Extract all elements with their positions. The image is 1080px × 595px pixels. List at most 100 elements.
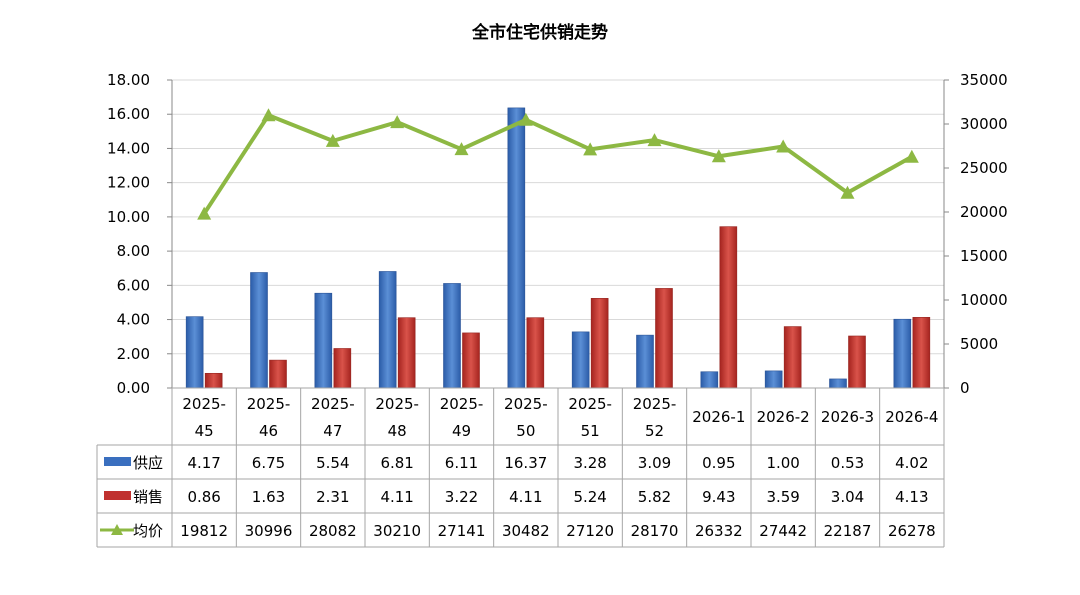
sales-bar [719,226,738,389]
category-label: 2025- 50 [504,395,548,440]
supply-bar [250,272,268,389]
sales-bar [397,317,416,389]
table-cell: 30482 [502,522,550,540]
sales-legend-key [104,491,131,500]
supply-legend-key [104,457,131,466]
table-cell: 5.82 [638,488,671,506]
table-cell: 3.59 [766,488,799,506]
table-cell: 0.86 [187,488,220,506]
price-point [390,115,405,129]
table-cell: 4.02 [895,454,928,472]
sales-bar [590,298,609,389]
category-label-line: 2025- [375,395,419,413]
left-tick-label: 10.00 [107,208,150,226]
table-cell: 4.17 [187,454,220,472]
category-label-line: 51 [581,422,600,440]
table-cell: 26278 [888,522,936,540]
right-tick-label: 10000 [960,291,1008,309]
table-cell: 1.00 [766,454,799,472]
table-cell: 19812 [180,522,228,540]
table-cell: 4.11 [509,488,542,506]
category-label-line: 50 [516,422,535,440]
table-cell: 3.09 [638,454,671,472]
sales-bar [848,335,866,389]
table-cell: 27120 [566,522,614,540]
left-tick-label: 0.00 [117,379,150,397]
category-label: 2025- 48 [375,395,419,440]
price-point [518,112,533,126]
table-cell: 26332 [695,522,743,540]
table-cell: 1.63 [252,488,285,506]
table-cell: 30210 [373,522,421,540]
price-line [197,108,919,220]
table-cell: 30996 [245,522,293,540]
price-point [647,133,662,147]
category-label-line: 2025- [633,395,677,413]
table-cell: 9.43 [702,488,735,506]
price-point [583,142,598,156]
supply-bar [700,371,719,389]
left-tick-label: 6.00 [117,276,150,294]
table-cell: 28170 [631,522,679,540]
price-point [904,149,919,163]
sales-bar [655,288,673,389]
category-label-line: 2025- [568,395,612,413]
table-cell: 16.37 [504,454,547,472]
row-label: 均价 [133,522,163,540]
row-label: 供应 [133,454,163,472]
category-label: 2026-2 [757,408,810,426]
category-label: 2025- 51 [568,395,612,440]
sales-bar [333,348,352,389]
right-tick-label: 15000 [960,247,1008,265]
sales-bar [526,317,545,389]
category-label: 2026-4 [885,408,938,426]
table-cell: 0.53 [831,454,864,472]
category-label: 2026-3 [821,408,874,426]
price-point [711,149,726,163]
supply-bar [314,292,333,389]
row-label: 销售 [133,488,163,506]
price-point [197,206,212,220]
table-cell: 4.13 [895,488,928,506]
supply-bar [507,107,526,389]
left-tick-label: 12.00 [107,174,150,192]
data-table: 2025-452025-462025-472025-482025-492025-… [96,387,945,548]
table-cell: 2.31 [316,488,349,506]
price-point [261,108,276,122]
table-cell: 22187 [824,522,872,540]
sales-bar [462,332,480,389]
supply-bar [378,271,397,389]
category-label-line: 45 [195,422,214,440]
category-label-line: 2025- [311,395,355,413]
sales-bar [783,326,802,389]
supply-bar [443,283,461,389]
bars [185,107,931,389]
category-label-line: 2025- [504,395,548,413]
supply-bar [764,370,783,389]
category-label-line: 48 [388,422,407,440]
table-cell: 3.22 [445,488,478,506]
supply-bar [636,334,654,389]
category-label-line: 2025- [440,395,484,413]
left-tick-label: 18.00 [107,71,150,89]
table-cell: 5.24 [573,488,606,506]
right-tick-label: 20000 [960,203,1008,221]
price-point [840,185,855,199]
right-tick-label: 30000 [960,115,1008,133]
price-point [776,139,791,153]
left-tick-label: 16.00 [107,105,150,123]
category-label-line: 2025- [182,395,226,413]
axes: 0.00 2.00 4.00 6.00 8.00 10.00 12.00 14.00 16.00… [107,71,1008,397]
left-tick-label: 8.00 [117,242,150,260]
table-cell: 3.28 [573,454,606,472]
sales-bar [204,372,223,389]
category-label: 2025- 45 [182,395,226,440]
table-cell: 4.11 [380,488,413,506]
table-cell: 27141 [438,522,486,540]
category-label: 2025- 46 [247,395,291,440]
category-label: 2026-1 [692,408,745,426]
right-tick-label: 5000 [960,335,998,353]
price-series-line [202,113,913,215]
category-label-line: 2025- [247,395,291,413]
left-tick-label: 4.00 [117,311,150,329]
